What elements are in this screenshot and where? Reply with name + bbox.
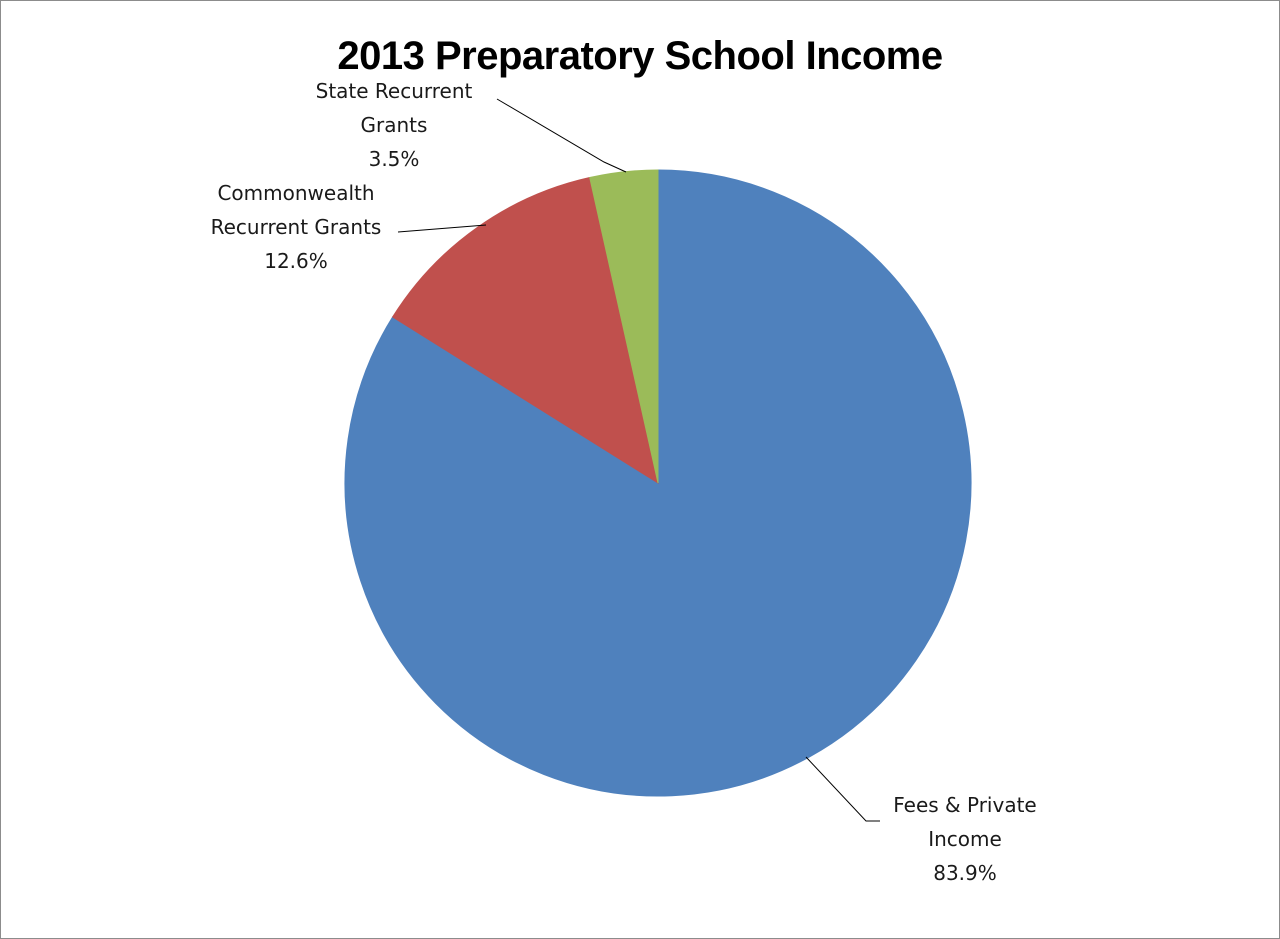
slice-label-text: Fees & Private [893,793,1037,817]
slice-value-label: 83.9% [933,861,997,885]
pie-slice-2 [589,169,659,484]
slice-label-text: Income [928,827,1002,851]
slice-label-text: Commonwealth [217,181,375,205]
pie-slice-1 [391,176,659,485]
chart-title: 2013 Preparatory School Income [337,34,943,78]
leader-line-0 [805,756,880,822]
slice-label-1: Commonwealth Recurrent Grants 12.6% [196,176,396,278]
slice-value-label: 12.6% [264,249,328,273]
slice-label-2: State Recurrent Grants 3.5% [300,74,488,176]
leader-line-1 [397,224,487,233]
slice-label-0: Fees & Private Income 83.9% [880,788,1050,890]
slice-label-text: State Recurrent [315,79,473,103]
slice-label-text: Recurrent Grants [210,215,382,239]
leader-line-2 [496,98,627,173]
slice-value-label: 3.5% [368,147,420,171]
slice-label-text: Grants [360,113,428,137]
